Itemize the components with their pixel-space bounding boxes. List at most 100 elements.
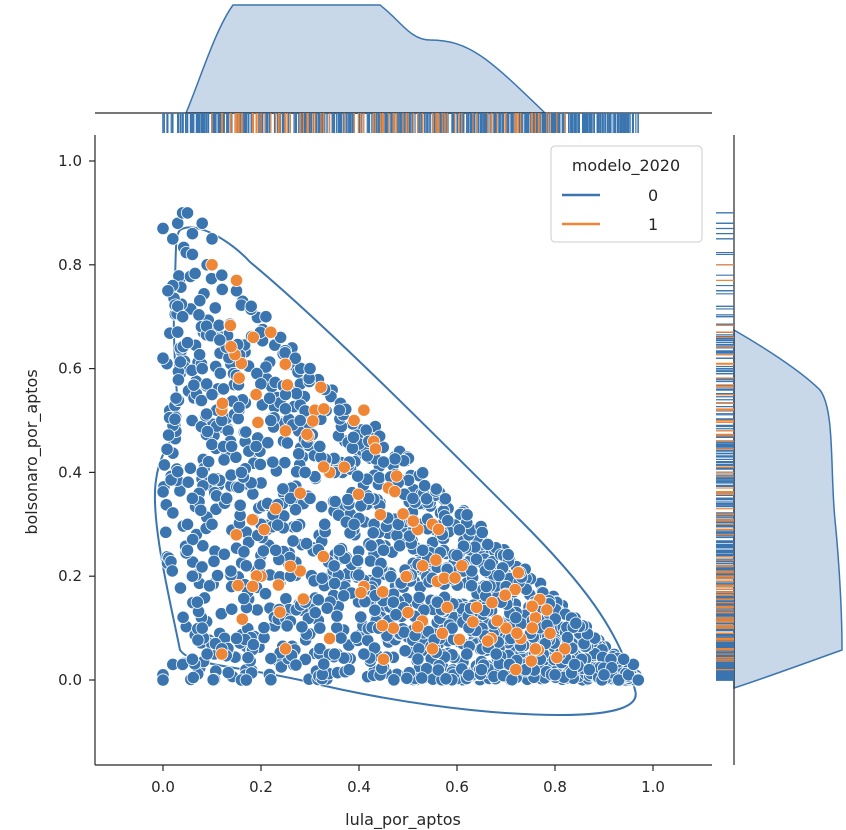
legend: modelo_2020 0 1	[550, 145, 703, 243]
scatter-point	[485, 596, 499, 610]
scatter-point	[400, 671, 414, 685]
scatter-point	[217, 547, 231, 561]
scatter-point	[299, 536, 314, 551]
scatter-point	[357, 647, 371, 661]
scatter-point	[215, 396, 230, 410]
scatter-point	[156, 485, 170, 499]
scatter-point	[176, 310, 190, 324]
scatter-point	[317, 402, 331, 416]
scatter-point	[306, 414, 320, 428]
scatter-point	[371, 565, 385, 579]
scatter-point	[168, 412, 182, 426]
scatter-point	[280, 619, 294, 633]
scatter-point	[176, 610, 190, 624]
main-axes: 0.0 0.2 0.4 0.6 0.8 1.0 0.0 0.2 0.4 0.6 0.8 1.0 lu…	[22, 135, 712, 830]
scatter-point	[425, 642, 440, 656]
scatter-point	[597, 668, 611, 682]
scatter-point	[448, 571, 462, 585]
scatter-point	[202, 579, 217, 593]
scatter-point	[224, 564, 238, 578]
scatter-point	[244, 299, 258, 313]
scatter-point	[194, 503, 208, 517]
x-tick-label: 0.2	[249, 778, 273, 796]
scatter-point	[388, 484, 402, 499]
scatter-point	[210, 568, 225, 583]
scatter-point	[303, 361, 317, 376]
scatter-point	[259, 360, 273, 374]
legend-label-0: 0	[648, 186, 658, 205]
scatter-point	[186, 670, 200, 685]
scatter-point	[205, 517, 219, 531]
scatter-point	[159, 525, 173, 539]
scatter-point	[429, 482, 443, 496]
scatter-point	[237, 592, 251, 606]
scatter-point	[327, 647, 342, 661]
scatter-point	[257, 522, 271, 537]
scatter-point	[259, 310, 273, 324]
scatter-point	[232, 400, 246, 415]
scatter-point	[582, 663, 596, 677]
scatter-point	[419, 492, 434, 506]
scatter-point	[249, 439, 263, 454]
scatter-point	[185, 569, 199, 583]
scatter-point	[187, 378, 201, 392]
scatter-point	[185, 652, 199, 666]
scatter-point	[548, 668, 562, 682]
scatter-point	[352, 568, 366, 582]
scatter-point	[216, 382, 231, 396]
x-tick-label: 0.0	[151, 778, 175, 796]
scatter-point	[429, 553, 443, 567]
scatter-point	[207, 554, 221, 568]
scatter-point	[314, 500, 329, 514]
scatter-point	[386, 621, 400, 635]
scatter-point	[278, 642, 293, 656]
scatter-point	[256, 544, 270, 558]
scatter-point	[315, 571, 329, 585]
y-tick-label: 0.8	[58, 256, 82, 274]
scatter-point	[337, 589, 351, 603]
scatter-point	[166, 506, 180, 520]
scatter-point	[354, 586, 368, 600]
scatter-point	[313, 621, 327, 635]
scatter-point	[415, 671, 429, 685]
scatter-point	[234, 356, 248, 371]
scatter-point	[212, 318, 226, 332]
scatter-point	[273, 605, 287, 619]
scatter-point	[511, 566, 525, 580]
scatter-point	[510, 626, 524, 640]
scatter-point	[293, 486, 307, 500]
scatter-point	[195, 216, 209, 230]
scatter-point	[376, 455, 391, 469]
scatter-point	[401, 605, 415, 620]
scatter-point	[460, 647, 474, 661]
scatter-point	[253, 457, 267, 471]
x-tick-label: 0.6	[445, 778, 469, 796]
scatter-point	[234, 465, 248, 479]
scatter-point	[368, 442, 383, 456]
scatter-point	[406, 491, 420, 505]
scatter-point	[474, 663, 489, 677]
scatter-point	[264, 325, 278, 339]
scatter-point	[208, 301, 222, 315]
scatter-point	[386, 595, 400, 609]
scatter-point	[225, 602, 239, 616]
scatter-point	[481, 634, 495, 648]
scatter-point	[235, 612, 249, 626]
scatter-point	[330, 609, 344, 623]
scatter-point	[399, 569, 413, 584]
scatter-point	[354, 610, 368, 624]
scatter-point	[215, 268, 229, 282]
scatter-point	[416, 466, 430, 480]
scatter-point	[398, 644, 412, 658]
scatter-point	[469, 552, 484, 566]
scatter-point	[169, 391, 183, 405]
scatter-point	[241, 651, 255, 665]
scatter-point	[337, 460, 351, 474]
scatter-point	[223, 318, 237, 333]
y-tick-label: 1.0	[58, 152, 82, 170]
scatter-point	[332, 543, 346, 557]
scatter-point	[271, 518, 285, 532]
scatter-point	[298, 465, 312, 479]
scatter-point	[317, 657, 331, 671]
scatter-point	[213, 333, 227, 347]
